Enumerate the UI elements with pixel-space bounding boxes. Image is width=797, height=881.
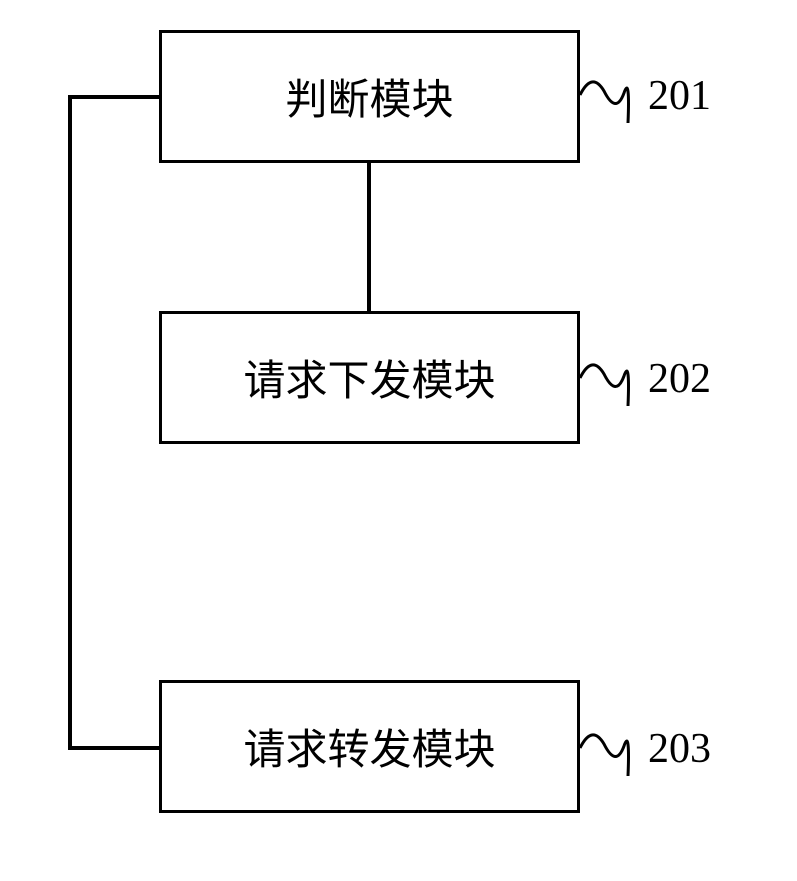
squiggle-201: [580, 63, 648, 133]
node-201-label: 判断模块: [285, 66, 453, 127]
node-203: 请求转发模块: [159, 680, 580, 813]
edge-201-203-v: [68, 95, 72, 750]
squiggle-203: [580, 716, 648, 786]
squiggle-202: [580, 346, 648, 416]
node-202-label: 请求下发模块: [243, 347, 495, 408]
edge-201-203-h-top: [68, 95, 161, 99]
node-201: 判断模块: [159, 30, 580, 163]
node-202-outside-label: 202: [648, 355, 711, 403]
node-203-label: 请求转发模块: [243, 716, 495, 777]
edge-201-202: [367, 163, 371, 311]
edge-201-203-h-bot: [68, 746, 161, 750]
node-203-outside-label: 203: [648, 725, 711, 773]
node-202: 请求下发模块: [159, 311, 580, 444]
node-201-outside-label: 201: [648, 72, 711, 120]
